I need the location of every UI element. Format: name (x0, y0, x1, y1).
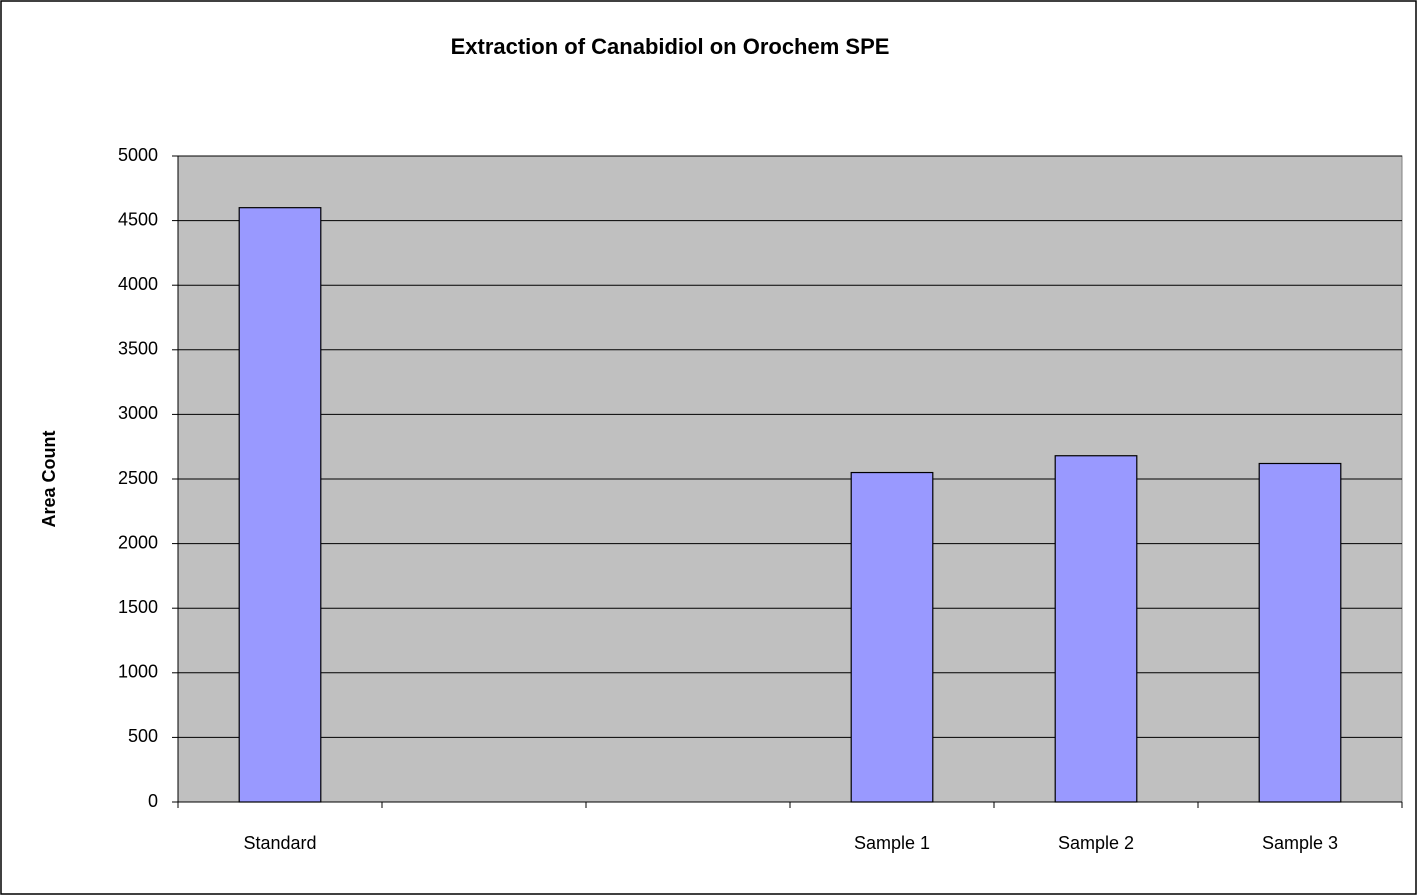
x-tick-label: Sample 2 (1058, 833, 1134, 853)
bar (1054, 455, 1138, 803)
x-tick-label: Sample 3 (1262, 833, 1338, 853)
y-tick-label: 500 (128, 726, 158, 746)
y-tick-label: 5000 (118, 145, 158, 165)
x-tick-label: Sample 1 (854, 833, 930, 853)
y-tick-label: 2500 (118, 468, 158, 488)
y-tick-label: 1500 (118, 597, 158, 617)
y-tick-label: 0 (148, 791, 158, 811)
y-tick-label: 1000 (118, 662, 158, 682)
y-tick-label: 2000 (118, 532, 158, 552)
y-tick-label: 4500 (118, 209, 158, 229)
y-axis-label: Area Count (39, 430, 59, 527)
y-tick-label: 3000 (118, 403, 158, 423)
y-tick-label: 4000 (118, 274, 158, 294)
bar (1258, 462, 1342, 803)
y-tick-label: 3500 (118, 339, 158, 359)
bar (238, 207, 322, 803)
chart-title: Extraction of Canabidiol on Orochem SPE (451, 34, 890, 59)
x-tick-label: Standard (243, 833, 316, 853)
bar (850, 471, 934, 803)
